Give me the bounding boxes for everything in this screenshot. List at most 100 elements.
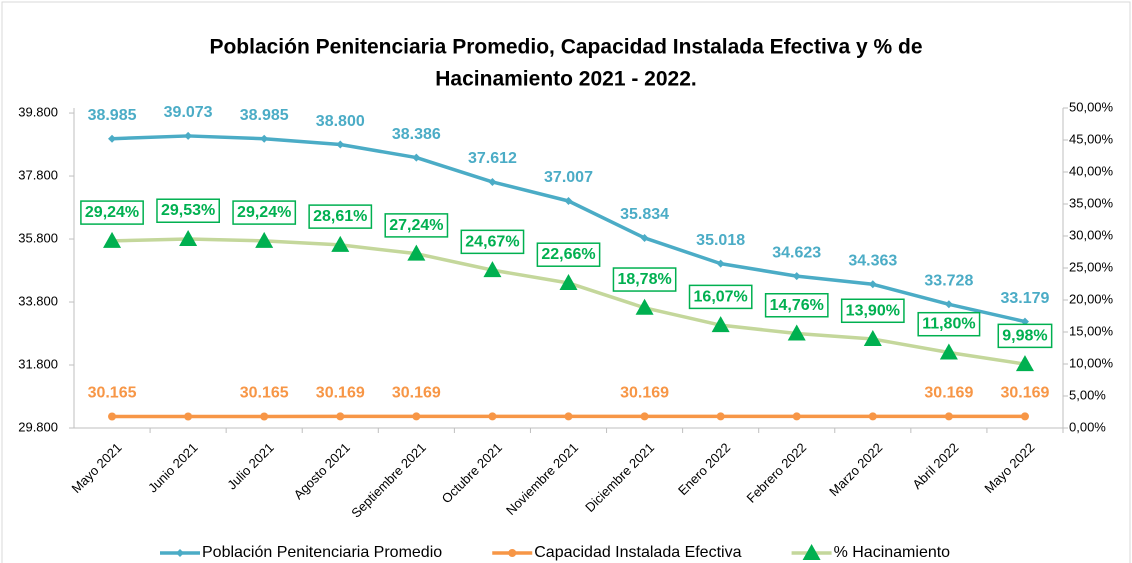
data-label: 33.179 — [1000, 290, 1049, 307]
data-label: 38.985 — [88, 107, 137, 124]
point — [640, 233, 649, 242]
point — [868, 280, 877, 289]
point — [944, 412, 953, 421]
data-label-box — [156, 198, 220, 223]
data-label: 29,24% — [237, 204, 291, 221]
point — [1015, 355, 1034, 372]
y2-tick-label: 20,00% — [1069, 291, 1114, 306]
x-tick-label: Julio 2021 — [224, 440, 277, 493]
legend-label: Población Penitenciaria Promedio — [202, 544, 442, 561]
y-tick-label: 29.800 — [18, 419, 58, 434]
data-label: 22,66% — [541, 246, 595, 263]
data-label: 16,07% — [694, 288, 748, 305]
point — [787, 324, 806, 341]
point — [412, 153, 421, 162]
point — [103, 231, 122, 248]
data-label-box — [997, 323, 1053, 349]
point — [564, 412, 573, 421]
y2-tick-label: 5,00% — [1069, 387, 1106, 402]
data-label: 35.834 — [620, 206, 669, 223]
x-tick-label: Diciembre 2021 — [582, 440, 657, 515]
x-tick-label: Noviembre 2021 — [503, 440, 581, 518]
data-label-box — [308, 204, 373, 229]
data-label: 34.623 — [772, 244, 821, 261]
legend-marker — [802, 544, 821, 560]
point — [260, 134, 269, 143]
point — [412, 412, 421, 421]
data-label-box — [536, 242, 601, 267]
x-tick-label: Marzo 2022 — [826, 440, 885, 499]
data-label-box — [688, 284, 753, 310]
x-tick-label: Junio 2021 — [145, 440, 201, 496]
point — [1020, 412, 1029, 421]
point — [260, 412, 269, 421]
data-label: 27,24% — [389, 217, 443, 234]
point — [483, 261, 502, 278]
legend-label: % Hacinamiento — [834, 544, 951, 561]
point — [488, 412, 497, 421]
data-label: 28,61% — [313, 208, 367, 225]
data-label: 29,24% — [85, 204, 139, 221]
series-line — [111, 134, 1026, 324]
point — [179, 230, 198, 247]
data-label: 38.985 — [240, 107, 289, 124]
data-label-box — [232, 200, 297, 225]
y2-tick-label: 25,00% — [1069, 259, 1114, 274]
data-label: 30.169 — [1000, 385, 1049, 402]
data-label: 39.073 — [164, 104, 213, 121]
x-tick-label: Septiembre 2021 — [348, 440, 429, 521]
data-label: 30.169 — [392, 385, 441, 402]
y-tick-label: 31.800 — [18, 356, 58, 371]
point — [711, 316, 730, 333]
point — [640, 412, 649, 421]
y2-tick-label: 10,00% — [1069, 355, 1114, 370]
point — [184, 412, 193, 421]
point — [407, 244, 426, 261]
data-label-box — [80, 200, 144, 225]
x-tick-label: Agosto 2021 — [291, 440, 353, 502]
data-label: 33.728 — [924, 273, 973, 290]
data-label: 37.007 — [544, 169, 593, 186]
y2-tick-label: 30,00% — [1069, 227, 1114, 242]
data-label: 14,76% — [770, 297, 824, 314]
data-label: 9,98% — [1002, 327, 1047, 344]
data-label: 30.165 — [88, 385, 137, 402]
point — [336, 140, 345, 149]
data-label: 30.169 — [924, 385, 973, 402]
x-tick-label: Mayo 2021 — [68, 440, 124, 496]
point — [255, 231, 274, 248]
point — [792, 412, 801, 421]
y2-tick-label: 45,00% — [1069, 131, 1114, 146]
y-tick-label: 39.800 — [18, 104, 58, 119]
data-label: 30.169 — [620, 385, 669, 402]
point — [792, 272, 801, 281]
point — [635, 298, 654, 315]
data-label: 37.612 — [468, 150, 517, 167]
point — [1020, 317, 1029, 326]
point — [108, 412, 117, 421]
point — [184, 131, 193, 140]
point — [716, 259, 725, 268]
data-label: 30.165 — [240, 385, 289, 402]
point — [488, 177, 497, 186]
legend-label: Capacidad Instalada Efectiva — [534, 544, 741, 561]
point — [716, 412, 725, 421]
y2-tick-label: 0,00% — [1069, 419, 1106, 434]
data-label: 11,80% — [922, 316, 975, 333]
y2-tick-label: 35,00% — [1069, 195, 1114, 210]
y2-tick-label: 40,00% — [1069, 163, 1114, 178]
data-label: 38.800 — [316, 113, 365, 130]
legend-marker — [176, 549, 184, 557]
x-tick-label: Enero 2022 — [675, 440, 733, 498]
x-tick-label: Mayo 2022 — [981, 440, 1037, 496]
data-label: 38.386 — [392, 126, 441, 143]
x-tick-label: Octubre 2021 — [439, 440, 505, 506]
data-label: 24,67% — [465, 233, 519, 250]
data-label: 34.363 — [848, 253, 897, 270]
y-tick-label: 37.800 — [18, 167, 58, 182]
point — [868, 412, 877, 421]
x-tick-label: Febrero 2022 — [743, 440, 809, 506]
data-label-box — [460, 229, 525, 255]
